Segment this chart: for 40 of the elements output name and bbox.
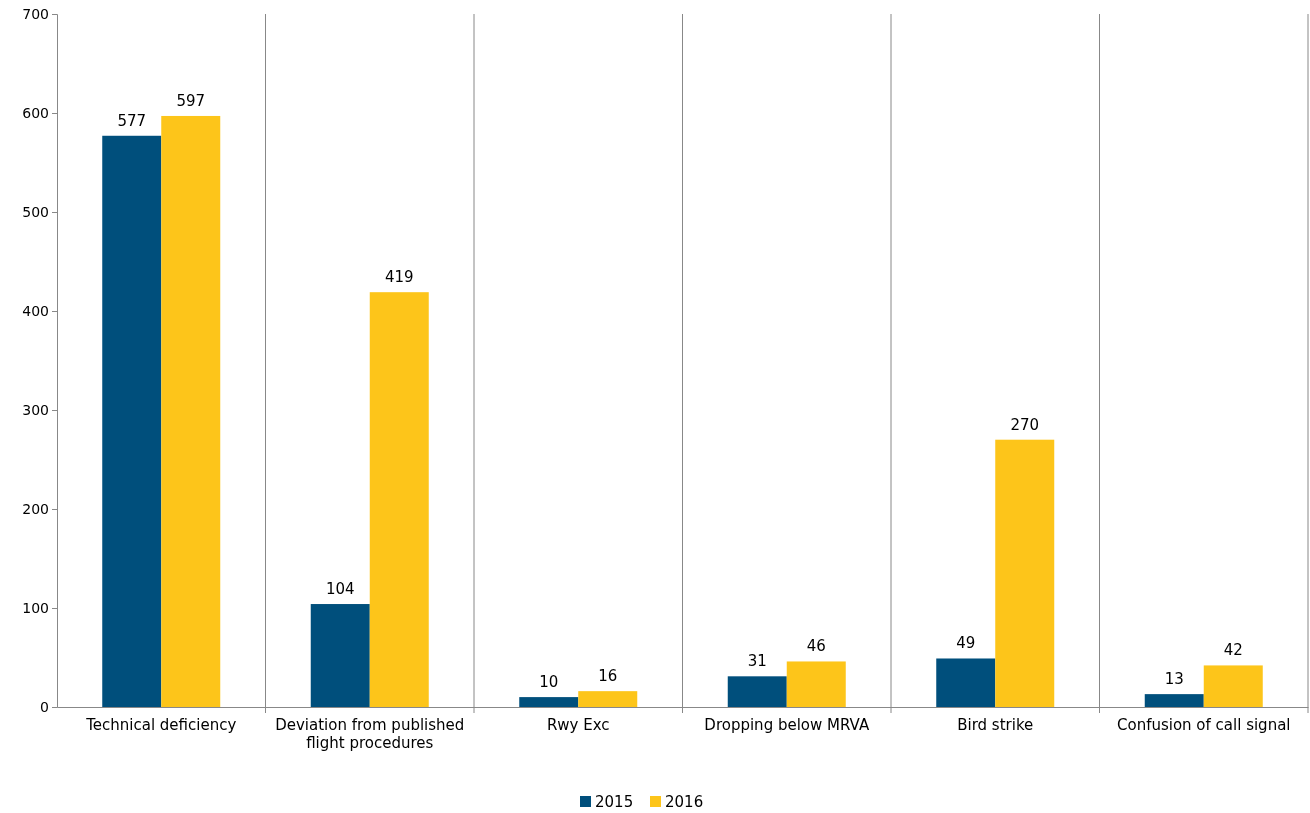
bar: [1203, 665, 1263, 707]
y-tick-label: 500: [22, 203, 49, 220]
data-label: 419: [384, 268, 414, 287]
y-tick-label: 100: [22, 599, 49, 616]
y-tick-label: 600: [22, 104, 49, 121]
bar: [369, 292, 429, 707]
legend-label: 2016: [665, 793, 704, 811]
x-tick-label: Rwy Exc: [546, 715, 610, 734]
x-tick-label: Confusion of call signal: [1116, 715, 1291, 734]
bar: [519, 697, 579, 707]
legend-label: 2015: [595, 793, 634, 811]
bar: [936, 658, 996, 707]
x-tick-label: Technical deficiency: [85, 715, 237, 734]
data-label: 42: [1223, 641, 1243, 660]
data-label: 46: [806, 637, 826, 656]
bar: [786, 661, 846, 707]
data-label: 577: [117, 111, 147, 130]
y-tick-label: 400: [22, 302, 49, 319]
data-label: 270: [1010, 415, 1040, 434]
y-tick-label: 0: [40, 698, 49, 715]
data-label: 13: [1164, 670, 1184, 689]
bar: [310, 604, 370, 707]
bar: [727, 676, 787, 707]
x-tick-label: Deviation from published flight procedures: [275, 715, 465, 753]
bar: [995, 439, 1055, 707]
x-tick-label: Bird strike: [957, 715, 1034, 734]
data-label: 16: [598, 667, 618, 686]
bar: [161, 115, 221, 707]
data-label: 10: [539, 673, 559, 692]
x-tick-label: Dropping below MRVA: [704, 715, 870, 734]
bar: [578, 691, 638, 707]
bar: [1144, 694, 1204, 707]
data-label: 49: [956, 634, 976, 653]
bar: [102, 135, 162, 707]
y-tick-label: 200: [22, 500, 49, 517]
data-label: 104: [325, 580, 355, 599]
y-tick-label: 300: [22, 401, 49, 418]
data-label: 597: [176, 91, 206, 110]
data-label: 31: [747, 652, 767, 671]
y-tick-label: 700: [22, 5, 49, 22]
